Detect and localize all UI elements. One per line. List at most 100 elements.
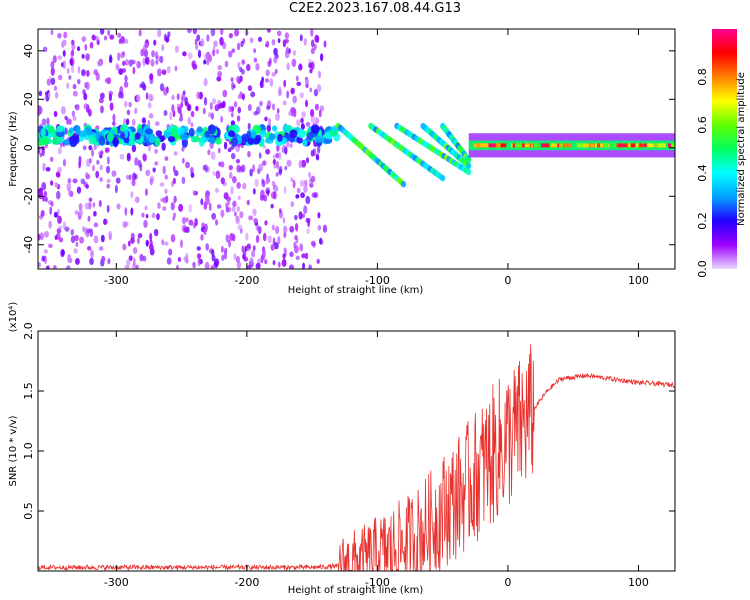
noise-speckle xyxy=(296,81,302,87)
noise-speckle xyxy=(266,105,271,111)
noise-speckle xyxy=(277,38,281,44)
noise-speckle xyxy=(208,248,214,254)
main-band-cell xyxy=(176,127,185,136)
noise-speckle xyxy=(217,70,223,78)
noise-speckle xyxy=(264,258,268,265)
post-band-core xyxy=(542,143,550,148)
noise-speckle xyxy=(291,106,296,114)
noise-speckle xyxy=(310,47,315,55)
noise-speckle xyxy=(56,209,60,215)
noise-speckle xyxy=(62,50,66,57)
post-band-core xyxy=(658,143,664,148)
noise-speckle xyxy=(234,211,237,217)
noise-speckle xyxy=(52,55,57,64)
colorbar-tick-label: 0.0 xyxy=(696,260,709,278)
noise-speckle xyxy=(126,154,131,162)
noise-speckle xyxy=(302,262,306,269)
noise-speckle xyxy=(47,92,51,98)
noise-speckle xyxy=(140,48,145,57)
bottom-xtick-label: -300 xyxy=(104,576,129,589)
noise-speckle xyxy=(128,174,132,181)
noise-speckle xyxy=(317,224,322,231)
noise-speckle xyxy=(210,29,216,37)
noise-speckle xyxy=(282,217,286,224)
noise-speckle xyxy=(210,112,214,120)
noise-speckle xyxy=(262,160,267,166)
noise-speckle xyxy=(257,36,263,42)
noise-speckle xyxy=(124,75,128,83)
noise-speckle xyxy=(216,48,219,55)
noise-speckle xyxy=(228,164,234,171)
noise-speckle xyxy=(81,69,86,77)
noise-speckle xyxy=(263,194,268,202)
noise-speckle xyxy=(185,217,189,223)
noise-speckle xyxy=(322,224,328,233)
noise-speckle xyxy=(138,29,142,37)
noise-speckle xyxy=(66,265,71,269)
noise-speckle xyxy=(255,234,260,244)
noise-speckle xyxy=(187,52,193,60)
noise-speckle xyxy=(286,90,290,99)
noise-speckle xyxy=(79,209,83,217)
noise-speckle xyxy=(66,67,70,74)
noise-speckle xyxy=(249,257,254,264)
noise-speckle xyxy=(219,36,224,46)
noise-speckle xyxy=(190,166,194,175)
top-ytick-label: 20 xyxy=(22,92,35,106)
post-band-core xyxy=(628,143,633,148)
noise-speckle xyxy=(50,180,54,186)
noise-speckle xyxy=(241,69,245,75)
noise-speckle xyxy=(250,91,256,98)
main-band-cell xyxy=(51,138,60,145)
noise-speckle xyxy=(178,116,184,122)
noise-speckle xyxy=(214,258,220,267)
noise-speckle xyxy=(281,258,287,267)
noise-speckle xyxy=(301,111,306,118)
bottom-xtick-label: 100 xyxy=(628,576,649,589)
noise-speckle xyxy=(308,62,313,69)
noise-speckle xyxy=(172,212,177,219)
noise-speckle xyxy=(309,109,315,117)
noise-speckle xyxy=(143,219,148,229)
noise-speckle xyxy=(316,258,320,264)
noise-speckle xyxy=(296,187,301,194)
noise-speckle xyxy=(228,206,232,213)
noise-speckle xyxy=(170,234,176,243)
noise-speckle xyxy=(126,259,131,266)
noise-speckle xyxy=(204,52,209,61)
noise-speckle xyxy=(149,175,155,183)
noise-speckle xyxy=(70,64,75,73)
noise-speckle xyxy=(236,205,241,213)
post-band-core xyxy=(493,143,499,148)
noise-speckle xyxy=(284,165,288,171)
noise-speckle xyxy=(122,221,127,229)
bottom-yaxis-multiplier: (x10⁴) xyxy=(8,302,19,333)
noise-speckle xyxy=(152,167,156,173)
noise-speckle xyxy=(271,72,277,77)
main-band-cell xyxy=(48,126,55,133)
noise-speckle xyxy=(57,55,63,60)
noise-speckle xyxy=(252,245,256,252)
noise-speckle xyxy=(299,34,303,42)
noise-speckle xyxy=(108,93,112,102)
main-band-cell xyxy=(56,125,64,133)
noise-speckle xyxy=(185,252,189,261)
noise-speckle xyxy=(175,264,180,269)
noise-speckle xyxy=(195,105,199,112)
noise-speckle xyxy=(229,232,235,241)
noise-speckle xyxy=(310,29,314,37)
noise-speckle xyxy=(292,50,297,56)
page-title: C2E2.2023.167.08.44.G13 xyxy=(288,1,462,16)
noise-speckle xyxy=(132,66,136,75)
noise-speckle xyxy=(235,158,241,164)
noise-speckle xyxy=(275,152,280,159)
noise-speckle xyxy=(100,234,105,243)
noise-speckle xyxy=(247,150,251,158)
noise-speckle xyxy=(159,182,165,187)
noise-speckle xyxy=(123,81,129,88)
post-band-core xyxy=(488,143,496,148)
noise-speckle xyxy=(72,90,78,97)
colorbar-tick-label: 0.4 xyxy=(696,164,709,182)
noise-speckle xyxy=(64,115,68,121)
